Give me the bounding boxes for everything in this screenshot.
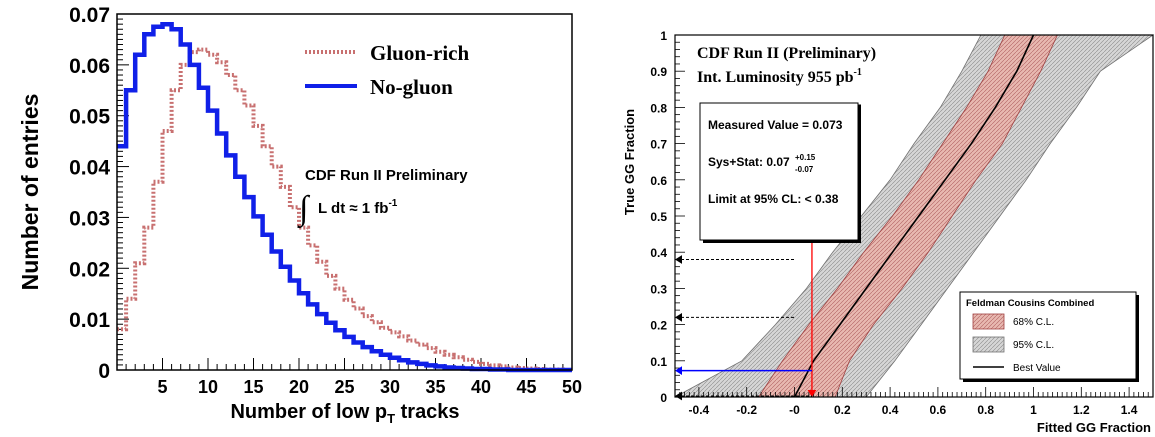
right-y-tick-labels: 0 0.1 0.2 0.3 0.4 0.5 0.6 0.7 0.8 0.9 1 [650, 29, 667, 405]
left-x-tick-label: 30 [380, 377, 400, 397]
sys-stat-minus: -0.07 [795, 165, 814, 174]
left-chart: 5 10 15 20 25 30 35 40 45 50 0 0.01 0.02 0.03 0.04 0.0… [17, 4, 582, 426]
right-limit-arrows [675, 235, 817, 401]
right-y-tick-label: 0.2 [650, 319, 667, 333]
sys-stat-text: Sys+Stat: 0.07 [708, 155, 790, 169]
left-axis-ticks [117, 13, 573, 371]
right-y-tick-label: 0.8 [650, 101, 667, 115]
left-y-axis-title: Number of entries [17, 94, 43, 291]
annotation-luminosity: L dt ≈ 1 fb-1 [318, 198, 398, 217]
annotation-run-label: CDF Run II Preliminary [305, 167, 468, 184]
integral-symbol: ∫ [297, 190, 311, 229]
left-x-tick-label: 25 [334, 377, 354, 397]
right-y-tick-label: 0.1 [650, 355, 667, 369]
right-y-tick-label: 0.7 [650, 138, 667, 152]
legend-swatch-95 [972, 336, 1005, 353]
measurement-box-shadow-bottom [703, 240, 861, 243]
series-no-gluon [117, 21, 572, 373]
left-y-tick-label: 0.05 [69, 106, 110, 129]
right-x-tick-label: 1 [1030, 403, 1037, 417]
left-x-tick-label: 20 [289, 377, 309, 397]
measurement-box: Measured Value = 0.073 Sys+Stat: 0.07 +0… [699, 102, 861, 243]
right-x-tick-label: 0.6 [930, 403, 947, 417]
measured-value-text: Measured Value = 0.073 [708, 118, 843, 132]
right-y-tick-label: 1 [660, 29, 667, 43]
right-x-tick-label: 0.4 [882, 403, 899, 417]
right-x-tick-label: 0.2 [834, 403, 851, 417]
left-x-tick-label: 15 [243, 377, 263, 397]
legend-label-95: 95% C.L. [1013, 340, 1054, 351]
right-y-tick-label: 0.3 [650, 282, 667, 296]
left-y-tick-labels: 0 0.01 0.02 0.03 0.04 0.05 0.06 0.07 [69, 4, 110, 383]
left-x-axis-title: Number of low pT tracks [230, 401, 459, 426]
right-title-line1: CDF Run II (Preliminary) [697, 45, 876, 62]
right-y-tick-label: 0.6 [650, 174, 667, 188]
right-y-axis-title: True GG Fraction [622, 109, 637, 215]
right-plot-frame [674, 34, 1154, 398]
right-y-tick-label: 0.4 [650, 246, 667, 260]
right-y-tick-label: 0.9 [650, 65, 667, 79]
legend-swatch-68 [972, 313, 1005, 330]
left-y-tick-label: 0.06 [69, 55, 110, 78]
right-x-axis-title: Fitted GG Fraction [1037, 420, 1151, 435]
left-series [117, 21, 572, 373]
arrow-head [807, 390, 817, 397]
measurement-box-shadow-right [858, 106, 861, 243]
right-x-tick-label: -0.4 [689, 403, 710, 417]
right-chart: -0.4 -0.2 -0 0.2 0.4 0.6 0.8 1 1.2 1.4 0 0.1 0.2 0.3… [622, 29, 1155, 435]
sys-stat-plus: +0.15 [795, 153, 816, 162]
left-y-tick-label: 0.01 [69, 309, 110, 332]
left-x-tick-label: 10 [198, 377, 218, 397]
left-x-tick-label: 5 [157, 377, 167, 397]
legend-label-68: 68% C.L. [1013, 317, 1054, 328]
right-x-tick-labels: -0.4 -0.2 -0 0.2 0.4 0.6 0.8 1 1.2 1.4 [689, 403, 1138, 417]
left-y-tick-label: 0 [98, 360, 110, 383]
left-y-tick-label: 0.07 [69, 4, 110, 27]
right-title-line2: Int. Luminosity 955 pb-1 [697, 67, 862, 86]
series-gluon-rich [117, 47, 572, 372]
right-x-tick-label: -0 [789, 403, 800, 417]
arrow-head [675, 391, 682, 401]
left-x-tick-label: 40 [471, 377, 491, 397]
right-y-tick-label: 0.5 [650, 210, 667, 224]
legend-label-no-gluon: No-gluon [370, 75, 453, 99]
right-x-tick-label: 1.2 [1073, 403, 1090, 417]
measurement-box-frame [699, 102, 859, 241]
left-x-tick-label: 35 [425, 377, 445, 397]
right-x-tick-label: -0.2 [736, 403, 757, 417]
right-x-tick-label: 0.8 [977, 403, 994, 417]
arrow-head [675, 312, 682, 322]
left-x-tick-label: 45 [516, 377, 536, 397]
right-y-tick-label: 0 [660, 391, 667, 405]
left-y-tick-label: 0.04 [69, 157, 110, 180]
legend-label-gluon-rich: Gluon-rich [370, 41, 469, 65]
left-legend: Gluon-rich No-gluon [305, 41, 469, 99]
left-x-tick-label: 50 [562, 377, 582, 397]
right-legend-title: Feldman Cousins Combined [966, 298, 1094, 309]
left-y-tick-label: 0.03 [69, 207, 110, 230]
arrow-head [675, 366, 682, 375]
arrow-head [675, 255, 682, 264]
left-y-tick-label: 0.02 [69, 258, 110, 281]
left-annotation: CDF Run II Preliminary ∫ L dt ≈ 1 fb-1 [297, 167, 468, 229]
left-plot-frame [116, 13, 573, 371]
limit-text: Limit at 95% CL: < 0.38 [708, 192, 839, 206]
best-value-line [793, 34, 1035, 398]
right-x-tick-label: 1.4 [1121, 403, 1138, 417]
right-legend: Feldman Cousins Combined 68% C.L. 95% C.… [959, 291, 1139, 382]
left-x-tick-labels: 5 10 15 20 25 30 35 40 45 50 [157, 377, 582, 397]
legend-label-best: Best Value [1013, 363, 1061, 374]
